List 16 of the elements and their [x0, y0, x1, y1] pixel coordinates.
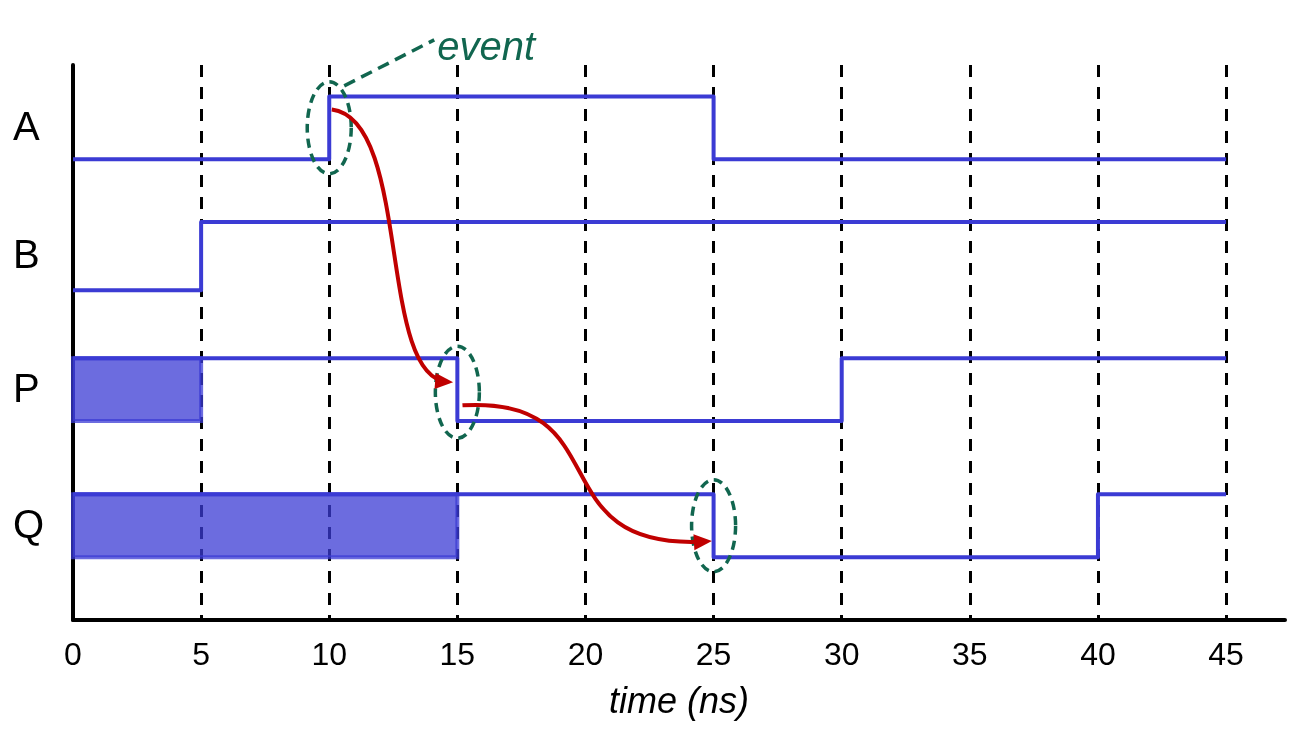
series-label: Q: [13, 501, 45, 546]
x-tick-label: 25: [695, 636, 732, 672]
x-tick-label: 15: [439, 636, 476, 672]
x-tick-label: 40: [1080, 636, 1116, 672]
series-label: P: [13, 365, 40, 410]
series-label: A: [13, 103, 40, 148]
x-axis-title: time (ns): [608, 679, 750, 721]
text: event: [437, 23, 537, 68]
x-tick-label: 35: [952, 636, 988, 672]
x-tick-label: 0: [64, 636, 82, 672]
x-tick-label: 10: [311, 636, 348, 672]
x-tick-label: 20: [567, 636, 604, 672]
x-tick-label: 5: [192, 636, 211, 672]
x-tick-label: 45: [1208, 636, 1244, 672]
x-tick-label: 30: [823, 636, 860, 672]
series-label: B: [13, 232, 40, 277]
